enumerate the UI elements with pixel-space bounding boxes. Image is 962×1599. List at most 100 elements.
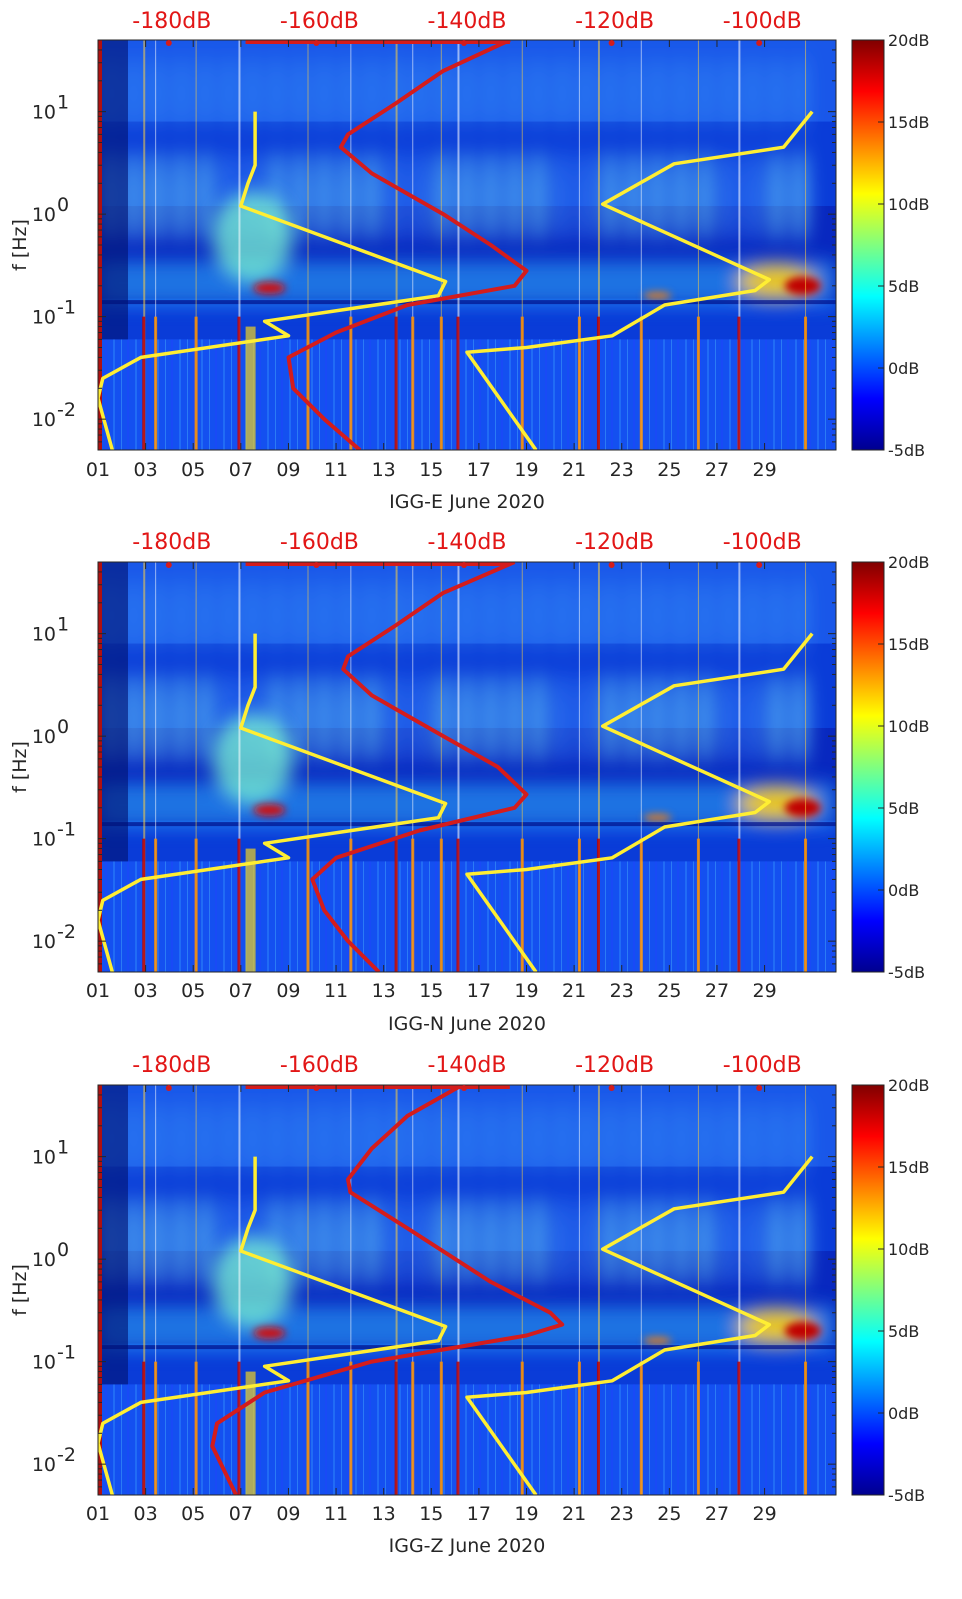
y-tick-label: 10 (32, 1454, 56, 1476)
x-tick-label: 29 (752, 459, 776, 481)
y-tick-exponent: 1 (57, 614, 69, 636)
spectrogram-image (98, 1085, 836, 1495)
x-tick-label: 13 (372, 459, 396, 481)
spectrogram-image (98, 562, 836, 972)
diurnal-noise-blobs (102, 575, 808, 767)
top-db-label: -100dB (723, 9, 802, 34)
top-db-label: -100dB (723, 530, 802, 555)
top-db-label: -120dB (575, 1053, 654, 1078)
colorbar-label: 20dB (888, 1076, 930, 1095)
y-tick-label: 10 (32, 624, 56, 646)
x-tick-label: 17 (467, 459, 491, 481)
colorbar: 20dB 15dB 10dB 5dB 0dB -5dB (851, 31, 930, 460)
hot-spots (253, 276, 821, 300)
top-db-label: -140dB (428, 9, 507, 34)
x-tick-label: 07 (229, 1503, 253, 1525)
high-noise-model-curve (465, 1155, 814, 1495)
x-tick-label: 21 (562, 980, 586, 1002)
top-db-marker (608, 1085, 615, 1091)
y-tick-label: 10 (32, 829, 56, 851)
x-tick-label: 27 (705, 980, 729, 1002)
y-tick-label: 10 (32, 409, 56, 431)
x-tick-label: 21 (562, 1503, 586, 1525)
top-db-label: -140dB (428, 1053, 507, 1078)
colorbar: 20dB 15dB 10dB 5dB 0dB -5dB (851, 1076, 930, 1505)
top-db-marker (461, 1085, 467, 1091)
low-noise-model-curve (98, 111, 448, 450)
top-db-label: -140dB (428, 530, 507, 555)
x-tick-label: 21 (562, 459, 586, 481)
x-tick-label: 01 (86, 459, 110, 481)
top-db-marker (313, 562, 320, 568)
top-db-marker (461, 562, 467, 568)
x-tick-label: 27 (705, 1503, 729, 1525)
top-db-marker (756, 1085, 763, 1091)
y-axis-title: f [Hz] (9, 1264, 31, 1316)
top-db-label: -120dB (575, 9, 654, 34)
y-tick-exponent: -2 (57, 921, 76, 943)
x-axis-title: IGG-E June 2020 (389, 491, 545, 513)
x-tick-label: 03 (134, 459, 158, 481)
top-db-label: -160dB (280, 9, 359, 34)
x-tick-label: 19 (514, 980, 538, 1002)
colorbar-label: 5dB (888, 1322, 919, 1341)
x-tick-label: 29 (752, 1503, 776, 1525)
x-tick-label: 07 (229, 980, 253, 1002)
colorbar-label: 15dB (888, 635, 930, 654)
colorbar-label: 20dB (888, 31, 930, 50)
y-tick-exponent: -2 (57, 399, 76, 421)
x-tick-label: 15 (419, 459, 443, 481)
y-tick-exponent: -1 (57, 1342, 76, 1364)
psd-curve (286, 40, 529, 450)
colorbar-label: -5dB (888, 441, 925, 460)
y-tick-exponent: 1 (57, 92, 69, 114)
colorbar-label: -5dB (888, 1486, 925, 1505)
top-db-marker (461, 40, 467, 46)
x-tick-label: 15 (419, 980, 443, 1002)
high-noise-model-curve (465, 632, 814, 972)
y-tick-exponent: 0 (57, 1239, 69, 1261)
transient-lines (142, 562, 808, 972)
x-tick-label: 25 (657, 1503, 681, 1525)
x-tick-label: 11 (324, 980, 348, 1002)
top-db-label: -100dB (723, 1053, 802, 1078)
x-tick-label: 03 (134, 1503, 158, 1525)
x-tick-label: 25 (657, 980, 681, 1002)
x-tick-label: 09 (276, 1503, 300, 1525)
y-tick-exponent: -1 (57, 297, 76, 319)
x-axis-title: IGG-N June 2020 (388, 1013, 546, 1035)
x-tick-label: 01 (86, 980, 110, 1002)
x-tick-label: 11 (324, 1503, 348, 1525)
colorbar-gradient (851, 561, 885, 973)
y-tick-label: 10 (32, 1249, 56, 1271)
y-tick-label: 10 (32, 307, 56, 329)
top-db-marker (756, 40, 763, 46)
y-tick-label: 10 (32, 204, 56, 226)
x-tick-label: 15 (419, 1503, 443, 1525)
microseism-band (98, 191, 836, 305)
top-db-label: -180dB (132, 530, 211, 555)
top-db-label: -160dB (280, 1053, 359, 1078)
low-noise-model-curve (98, 1156, 448, 1495)
x-tick-label: 13 (372, 980, 396, 1002)
y-tick-exponent: 0 (57, 716, 69, 738)
top-db-marker (608, 40, 615, 46)
top-db-label: -180dB (132, 1053, 211, 1078)
top-db-marker (313, 1085, 320, 1091)
top-db-marker (165, 562, 172, 568)
colorbar-label: 0dB (888, 1404, 919, 1423)
colorbar-label: 0dB (888, 359, 919, 378)
hot-spots (253, 798, 821, 822)
x-tick-label: 09 (276, 980, 300, 1002)
x-tick-label: 05 (181, 1503, 205, 1525)
colorbar-gradient (851, 1084, 885, 1496)
colorbar-label: 15dB (888, 113, 930, 132)
colorbar-label: -5dB (888, 963, 925, 982)
y-axis-title: f [Hz] (9, 219, 31, 271)
colorbar-gradient (851, 39, 885, 451)
hot-spots (253, 1321, 821, 1345)
y-tick-label: 10 (32, 102, 56, 124)
